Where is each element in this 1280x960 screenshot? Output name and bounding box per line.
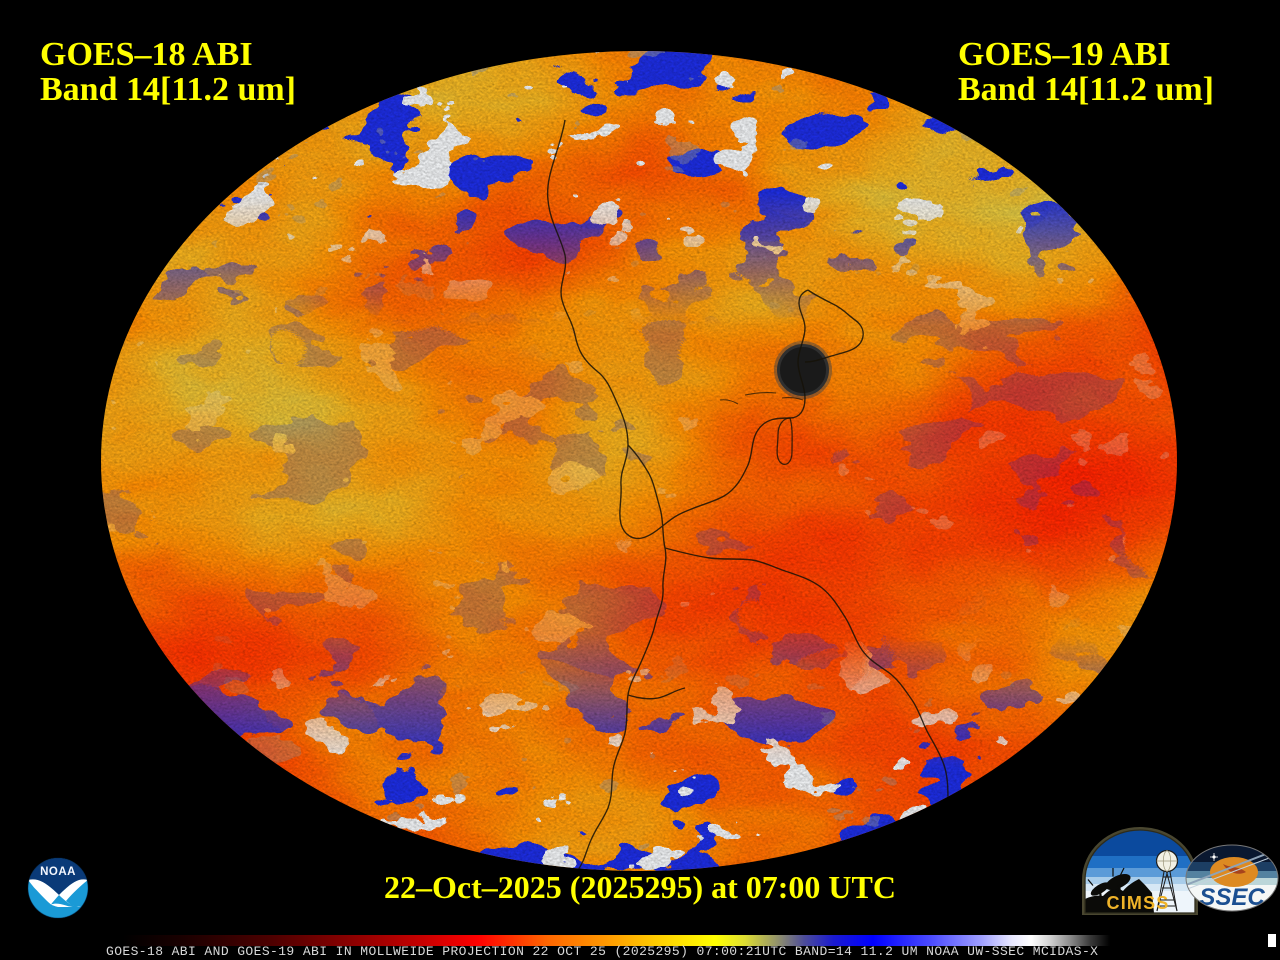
svg-text:22–Oct–2025 (2025295) at 07:00: 22–Oct–2025 (2025295) at 07:00 UTC bbox=[384, 869, 896, 905]
svg-text:GOES-18 ABI AND GOES-19 ABI IN: GOES-18 ABI AND GOES-19 ABI IN MOLLWEIDE… bbox=[106, 944, 1098, 959]
svg-text:GOES–19 ABI: GOES–19 ABI bbox=[958, 36, 1171, 73]
svg-text:CIMSS: CIMSS bbox=[1106, 893, 1169, 913]
svg-text:GOES–18 ABI: GOES–18 ABI bbox=[40, 36, 253, 73]
svg-text:Band 14[11.2 um]: Band 14[11.2 um] bbox=[958, 71, 1214, 108]
svg-text:Band 14[11.2 um]: Band 14[11.2 um] bbox=[40, 71, 296, 108]
svg-text:NOAA: NOAA bbox=[40, 866, 76, 878]
